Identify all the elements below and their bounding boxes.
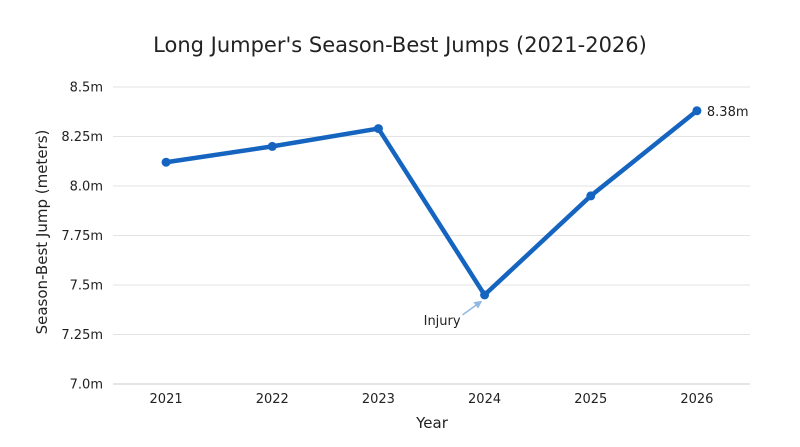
x-axis-ticks: 2021 2022 2023 2024 2025 2026	[150, 392, 714, 407]
data-point	[161, 157, 171, 167]
x-tick-label: 2022	[256, 392, 289, 407]
y-tick-label: 8.5m	[70, 81, 103, 96]
y-axis-label: Season-Best Jump (meters)	[33, 130, 51, 335]
data-label: 8.38m	[707, 105, 749, 120]
annotation-text: Injury	[424, 314, 461, 329]
x-tick-label: 2025	[574, 392, 607, 407]
gridlines	[113, 86, 750, 335]
y-tick-label: 7.5m	[70, 279, 103, 294]
y-tick-label: 7.25m	[61, 328, 103, 343]
x-tick-label: 2023	[362, 392, 395, 407]
y-axis-ticks: 7.0m 7.25m 7.5m 7.75m 8.0m 8.25m 8.5m	[61, 81, 103, 393]
x-tick-label: 2021	[150, 392, 183, 407]
annotation-arrow	[462, 300, 483, 316]
series-line	[163, 108, 700, 298]
data-point	[586, 191, 596, 201]
y-tick-label: 8.25m	[61, 130, 103, 145]
x-axis-label: Year	[415, 414, 449, 432]
annotations: 8.38m Injury	[424, 105, 749, 329]
y-tick-label: 7.0m	[70, 378, 103, 393]
data-point	[480, 290, 490, 300]
y-tick-label: 7.75m	[61, 229, 103, 244]
data-point	[692, 106, 702, 116]
data-point	[267, 141, 277, 151]
data-point	[373, 124, 383, 134]
x-tick-label: 2024	[468, 392, 501, 407]
series-group	[161, 106, 702, 300]
x-tick-label: 2026	[680, 392, 713, 407]
chart-title: Long Jumper's Season-Best Jumps (2021-20…	[153, 33, 647, 57]
y-tick-label: 8.0m	[70, 180, 103, 195]
